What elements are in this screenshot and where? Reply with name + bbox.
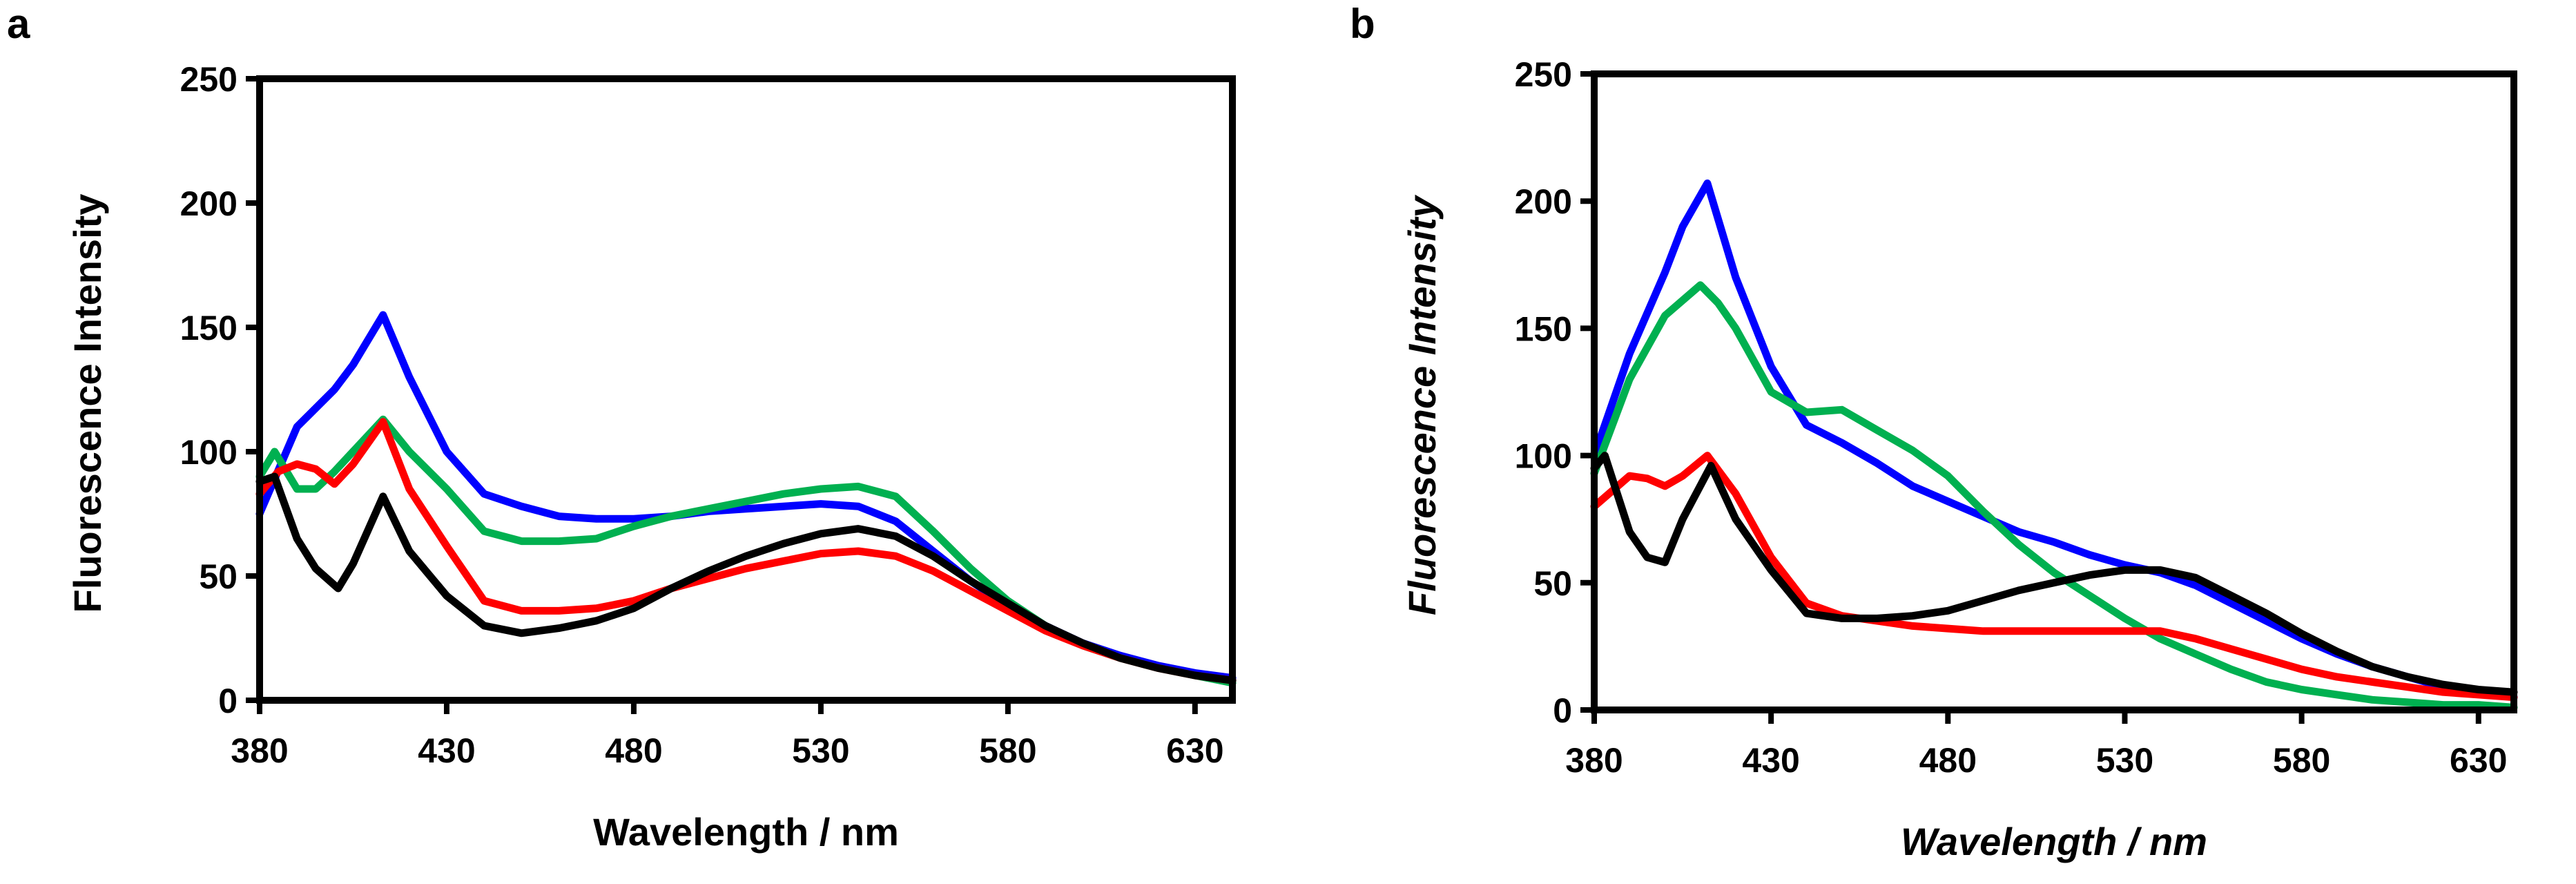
series-line-red <box>1590 452 2518 702</box>
x-tick-label: 380 <box>231 731 288 770</box>
y-tick-label: 250 <box>180 60 238 99</box>
y-tick-label: 200 <box>180 184 238 223</box>
panel-label: b <box>1350 1 1375 47</box>
y-tick-label: 200 <box>1515 182 1572 221</box>
chart-panel-a: a 0 50 100 150 200 250 380 430 480 530 580 630 Wavele… <box>7 1 1237 854</box>
x-tick-label: 580 <box>2273 741 2330 780</box>
x-tick-label: 530 <box>792 731 849 770</box>
y-axis-title: Fluorescence Intensity <box>66 194 109 613</box>
y-axis-title: Fluorescence Intensity <box>1400 194 1444 615</box>
plot-frame <box>1591 70 2517 713</box>
x-tick-label: 530 <box>2096 741 2153 780</box>
panel-label: a <box>7 1 30 47</box>
x-tick-label: 630 <box>2450 741 2507 780</box>
series-line-black <box>1590 452 2518 696</box>
y-tick-label: 150 <box>180 309 238 347</box>
y-tick-label: 0 <box>1553 691 1572 730</box>
series-line-blue <box>1590 179 2518 702</box>
x-tick-label: 430 <box>418 731 475 770</box>
series-line-black <box>255 472 1237 684</box>
chart-panel-b: b 0 50 100 150 200 250 380 430 480 530 580 630 Wavele… <box>1350 1 2518 863</box>
y-tick-label: 100 <box>1515 437 1572 476</box>
y-tick-label: 50 <box>1533 564 1572 603</box>
x-tick-label: 430 <box>1742 741 1799 780</box>
x-tick-label: 480 <box>605 731 662 770</box>
x-tick-label: 480 <box>1919 741 1977 780</box>
y-tick-label: 250 <box>1515 55 1572 94</box>
y-tick-label: 0 <box>218 682 238 720</box>
plot-frame <box>256 75 1236 704</box>
x-axis-title: Wavelength / nm <box>593 810 899 854</box>
x-axis-title: Wavelength / nm <box>1901 820 2207 863</box>
x-tick-label: 580 <box>979 731 1036 770</box>
y-tick-label: 50 <box>199 557 238 596</box>
series-line-green <box>1590 281 2518 711</box>
x-tick-label: 630 <box>1166 731 1223 770</box>
x-tick-label: 380 <box>1565 741 1623 780</box>
series-line-blue <box>255 311 1237 682</box>
y-tick-label: 150 <box>1515 309 1572 348</box>
y-tick-label: 100 <box>180 433 238 472</box>
